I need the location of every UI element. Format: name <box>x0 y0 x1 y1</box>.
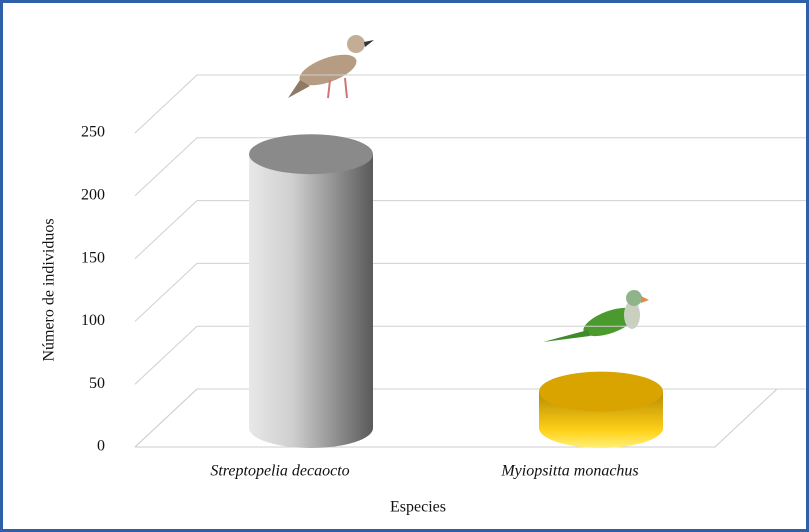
y-tick-label: 150 <box>81 249 105 266</box>
y-axis-title: Número de individuos <box>41 218 58 361</box>
x-tick-label: Streptopelia decaocto <box>210 463 349 480</box>
cylinder-body <box>249 154 373 448</box>
grid-line <box>134 137 806 197</box>
y-tick-label: 200 <box>81 186 105 203</box>
dove-image <box>288 35 374 99</box>
cylinder-top <box>249 134 373 175</box>
y-tick-label: 0 <box>97 438 105 455</box>
grid-line <box>134 74 806 134</box>
cylinder-top <box>539 371 663 412</box>
grid-line <box>134 200 806 259</box>
cylinder <box>249 134 373 448</box>
y-tick-label: 100 <box>81 312 105 329</box>
y-tick-label: 50 <box>89 375 105 392</box>
x-tick-label: Myiopsitta monachus <box>500 463 638 480</box>
y-tick-label: 250 <box>81 124 105 141</box>
x-axis-title: Especies <box>390 499 446 516</box>
grid-line <box>134 325 806 385</box>
cylinder <box>539 371 663 448</box>
parakeet-image <box>543 290 649 342</box>
grid-line <box>134 262 806 322</box>
